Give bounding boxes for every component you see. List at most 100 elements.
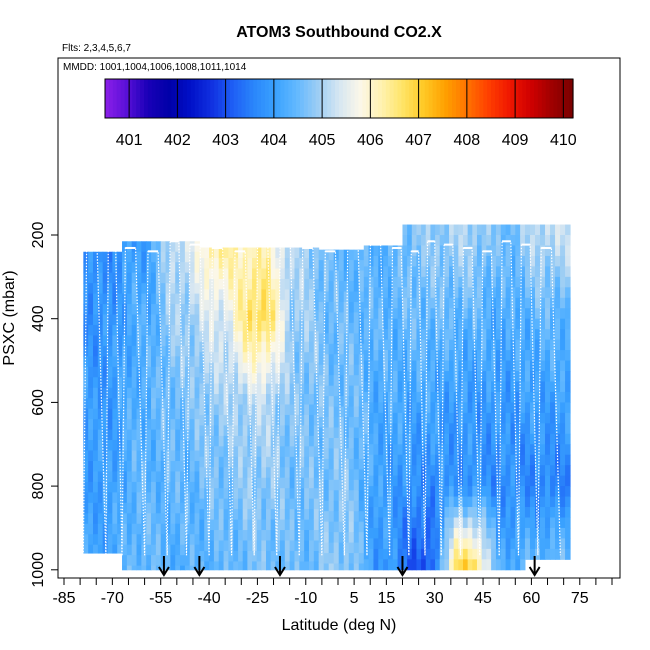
curtain-cell — [261, 404, 267, 416]
x-tick-label: -10 — [294, 590, 317, 607]
curtain-cell — [407, 527, 413, 539]
curtain-cell — [463, 255, 469, 267]
sounding-arrow-head — [158, 566, 170, 577]
curtain-cell — [242, 446, 248, 458]
curtain-cell — [416, 538, 422, 550]
curtain-cell — [299, 247, 305, 259]
curtain-cell — [175, 440, 181, 452]
curtain-cell — [194, 492, 200, 504]
curtain-cell — [299, 425, 305, 437]
curtain-cell — [308, 498, 315, 510]
curtain-cell — [112, 429, 118, 441]
curtain-cell — [378, 517, 384, 529]
curtain-cell — [83, 366, 89, 378]
curtain-cell — [545, 381, 551, 393]
curtain-cell — [555, 255, 561, 267]
curtain-cell — [294, 383, 300, 395]
curtain-cell — [529, 276, 536, 288]
curtain-cell — [458, 412, 464, 424]
curtain-cell — [363, 308, 370, 320]
curtain-cell — [228, 509, 234, 521]
curtain-cell — [439, 391, 445, 403]
curtain-cell — [383, 527, 389, 539]
curtain-cell — [146, 293, 152, 305]
curtain-cell — [93, 440, 99, 452]
curtain-cell — [289, 498, 295, 510]
curtain-cell — [505, 444, 511, 456]
curtain-cell — [416, 507, 422, 518]
curtain-cell — [444, 318, 450, 330]
curtain-cell — [289, 258, 295, 269]
curtain-cell — [439, 350, 445, 362]
curtain-cell — [284, 268, 291, 280]
curtain-cell — [534, 381, 541, 393]
curtain-cell — [155, 345, 162, 357]
curtain-cell — [416, 548, 422, 560]
curtain-cell — [247, 561, 253, 571]
curtain-cell — [122, 241, 128, 253]
curtain-cell — [402, 559, 408, 571]
curtain-cell — [189, 492, 196, 504]
curtain-cell — [486, 475, 492, 487]
curtain-cell — [93, 262, 99, 274]
curtain-cell — [411, 402, 417, 414]
curtain-cell — [238, 404, 244, 416]
curtain-cell — [453, 224, 459, 236]
curtain-cell — [510, 444, 516, 456]
curtain-cell — [122, 450, 128, 462]
curtain-cell — [213, 278, 220, 290]
curtain-cell — [83, 387, 89, 399]
curtain-cell — [358, 375, 365, 387]
curtain-cell — [88, 324, 94, 336]
curtain-cell — [180, 272, 186, 284]
x-axis-label: Latitude (deg N) — [282, 617, 397, 634]
curtain-cell — [491, 465, 497, 477]
curtain-cell — [402, 308, 408, 320]
curtain-cell — [180, 523, 186, 535]
curtain-cell — [333, 270, 340, 282]
curtain-cell — [218, 414, 225, 426]
curtain-cell — [510, 224, 516, 236]
curtain-cell — [520, 224, 526, 236]
curtain-cell — [467, 255, 473, 267]
curtain-cell — [328, 532, 335, 544]
curtain-cell — [353, 322, 360, 334]
curtain-cell — [180, 429, 186, 441]
curtain-cell — [529, 465, 536, 477]
curtain-cell — [425, 276, 431, 288]
curtain-cell — [550, 255, 556, 267]
colorbar-swatch — [233, 79, 239, 118]
curtain-cell — [175, 429, 181, 441]
curtain-cell — [520, 360, 526, 372]
curtain-cell — [397, 412, 403, 424]
curtain-cell — [160, 534, 167, 546]
curtain-cell — [256, 278, 262, 290]
curtain-cell — [368, 245, 374, 257]
curtain-cell — [500, 507, 507, 518]
curtain-cell — [481, 235, 487, 246]
curtain-cell — [289, 467, 295, 479]
curtain-cell — [184, 419, 191, 431]
curtain-cell — [294, 498, 300, 510]
curtain-cell — [458, 381, 464, 393]
curtain-cell — [550, 350, 556, 362]
curtain-cell — [449, 297, 455, 309]
curtain-cell — [126, 534, 133, 546]
curtain-cell — [126, 387, 133, 399]
curtain-cell — [209, 519, 215, 531]
colorbar-swatch — [167, 79, 172, 118]
curtain-cell — [328, 354, 335, 366]
curtain-cell — [213, 446, 220, 458]
curtain-cell — [467, 507, 473, 518]
curtain-cell — [358, 281, 365, 292]
curtain-cell — [102, 356, 109, 368]
curtain-cell — [378, 360, 384, 372]
curtain-cell — [289, 509, 295, 521]
y-tick-label: 800 — [30, 473, 47, 500]
curtain-cell — [411, 297, 417, 309]
curtain-cell — [402, 548, 408, 560]
curtain-cell — [476, 276, 483, 288]
curtain-cell — [117, 513, 123, 525]
curtain-cell — [387, 329, 394, 341]
curtain-cell — [458, 224, 464, 236]
